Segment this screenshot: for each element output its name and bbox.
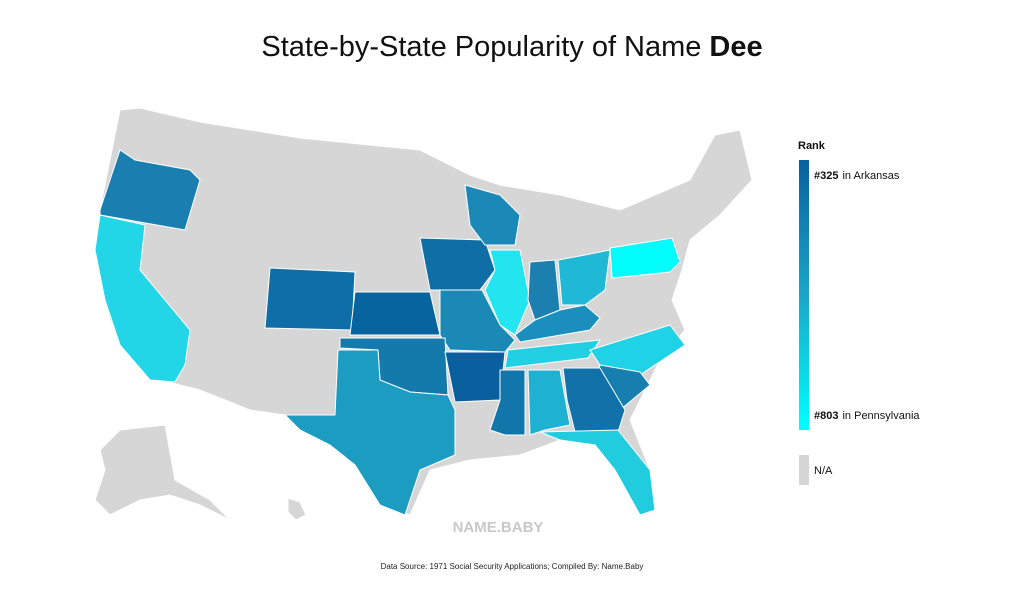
- legend-high-rank: #325: [814, 170, 838, 182]
- state: [444, 351, 506, 403]
- states: [94, 149, 686, 516]
- watermark: NAME.BABY: [453, 519, 544, 536]
- state: [464, 184, 521, 246]
- legend-gradient: [799, 160, 809, 430]
- legend-high: #325 in Arkansas: [814, 170, 900, 182]
- state: [489, 369, 526, 436]
- title-text: State-by-State Popularity of Name: [261, 31, 701, 63]
- legend-high-label: in Arkansas: [842, 170, 899, 182]
- state: [557, 249, 611, 306]
- source: Data Source: 1971 Social Security Applic…: [381, 562, 644, 571]
- state: [539, 429, 656, 516]
- alaska: [94, 424, 231, 521]
- state: [609, 237, 681, 279]
- state: [264, 267, 356, 331]
- state: [589, 324, 686, 376]
- state: [99, 149, 201, 231]
- state: [514, 304, 601, 343]
- state: [504, 339, 602, 369]
- legend-low: #803 in Pennsylvania: [814, 410, 920, 422]
- state: [527, 369, 571, 436]
- state: [283, 349, 456, 516]
- title-name: Dee: [709, 31, 762, 63]
- legend-na: N/A: [814, 465, 833, 477]
- legend-title: Rank: [798, 140, 826, 152]
- legend-na-swatch: [799, 455, 809, 485]
- legend-low-rank: #803: [814, 410, 838, 422]
- hawaii: [287, 497, 307, 521]
- state: [94, 214, 191, 383]
- state: [419, 237, 496, 291]
- legend-low-label: in Pennsylvania: [842, 410, 920, 422]
- title: State-by-State Popularity of Name Dee: [261, 31, 762, 63]
- state: [484, 249, 531, 336]
- state: [349, 291, 441, 336]
- state: [527, 259, 561, 321]
